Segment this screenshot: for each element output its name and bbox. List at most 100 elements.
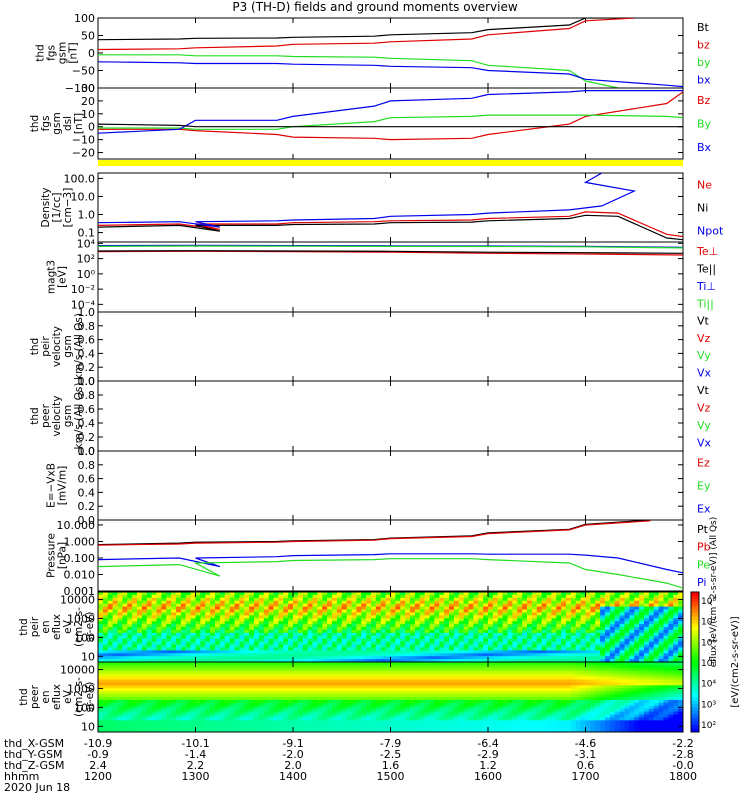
heat-cell [522, 624, 528, 628]
heat-cell [653, 597, 660, 602]
heat-cell [419, 708, 426, 713]
heat-cell [356, 592, 362, 596]
heat-cell [273, 653, 279, 657]
heat-cell [132, 697, 138, 701]
heat-cell [205, 600, 211, 605]
heat-cell [546, 632, 552, 637]
heat-cell [307, 594, 314, 599]
heat-cell [98, 647, 104, 651]
heat-cell [141, 688, 148, 692]
heat-cell [492, 629, 499, 634]
heat-cell [132, 592, 138, 596]
heat-cell [400, 688, 406, 692]
heat-cell [288, 659, 294, 662]
heat-cell [98, 624, 104, 628]
heat-cell [453, 656, 460, 660]
heat-cell [429, 627, 435, 631]
heat-cell [400, 720, 406, 724]
heat-cell [356, 723, 362, 727]
heat-cell [185, 662, 192, 666]
heat-cell [639, 644, 645, 648]
heat-cell [536, 615, 543, 619]
heat-cell [341, 612, 348, 616]
heat-cell [117, 650, 123, 654]
heat-cell [434, 723, 440, 727]
heat-cell [424, 594, 431, 599]
heat-cell [463, 656, 470, 660]
heat-cell [249, 632, 255, 637]
heat-cell [122, 638, 128, 643]
heat-cell [185, 711, 192, 715]
heat-cell [293, 597, 299, 602]
heat-cell [98, 729, 104, 732]
heat-cell [624, 597, 630, 602]
heat-cell [341, 638, 348, 643]
peer-velocity-ylabel: thd [29, 407, 41, 424]
heat-cell [419, 723, 426, 727]
heat-cell [98, 691, 104, 695]
heat-cell [429, 609, 435, 613]
heat-cell [210, 697, 216, 701]
heat-cell [351, 632, 357, 637]
heat-cell [176, 676, 182, 680]
heat-cell [151, 612, 158, 616]
heat-cell [614, 624, 621, 628]
heat-cell [117, 597, 123, 602]
heat-cell [273, 606, 279, 610]
heat-cell [639, 621, 645, 625]
heat-cell [600, 609, 606, 613]
heat-cell [190, 635, 197, 640]
heat-cell [658, 629, 665, 634]
heat-cell [132, 597, 138, 602]
heat-cell [644, 592, 650, 596]
heat-cell [541, 606, 548, 610]
heat-cell [653, 656, 660, 660]
heat-cell [166, 676, 172, 680]
heat-cell [137, 667, 143, 672]
heat-cell [127, 694, 133, 698]
heat-cell [502, 597, 509, 602]
heat-cell [375, 659, 382, 662]
heat-cell [249, 708, 255, 713]
heat-cell [322, 691, 328, 695]
heat-cell [336, 656, 343, 660]
heat-cell [570, 592, 577, 596]
heat-cell [283, 615, 289, 619]
heat-cell [171, 629, 177, 634]
heat-cell [327, 697, 333, 701]
heat-cell [332, 717, 338, 721]
heat-cell [390, 664, 396, 669]
heat-cell [629, 627, 635, 631]
heat-cell [229, 702, 236, 707]
heat-cell [371, 694, 377, 698]
heat-cell [268, 699, 275, 704]
heat-cell [122, 702, 128, 707]
heat-cell [102, 699, 109, 704]
heat-cell [102, 621, 109, 625]
heat-cell [541, 609, 548, 613]
heat-cell [137, 635, 143, 640]
heat-cell [156, 688, 162, 692]
heat-cell [254, 705, 260, 710]
heat-cell [429, 664, 435, 669]
heat-cell [132, 694, 138, 698]
heat-cell [215, 685, 221, 689]
heat-cell [146, 679, 153, 683]
heat-cell [658, 632, 665, 637]
heat-cell [492, 641, 499, 645]
heat-cell [410, 664, 416, 669]
heat-cell [112, 682, 119, 686]
heat-cell [648, 612, 655, 616]
heat-cell [449, 632, 455, 637]
heat-cell [395, 691, 401, 695]
heat-cell [629, 609, 635, 613]
heat-cell [405, 662, 411, 666]
heat-cell [205, 694, 211, 698]
heat-cell [390, 659, 396, 662]
heat-cell [146, 609, 153, 613]
heat-cell [468, 621, 474, 625]
heat-cell [137, 691, 143, 695]
heat-cell [161, 699, 167, 704]
heat-cell [210, 676, 216, 680]
heat-cell [146, 635, 153, 640]
